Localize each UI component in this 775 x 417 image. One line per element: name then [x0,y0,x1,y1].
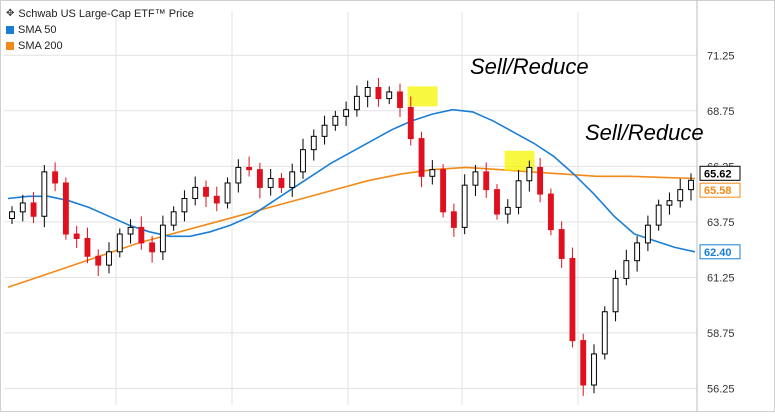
candle-body [192,186,199,200]
candle-body [623,260,630,279]
candle-body [537,166,544,195]
candle-body [688,179,694,191]
candle-body [84,237,91,257]
candle-body [235,166,242,184]
crosshair-icon: ✥ [6,8,15,19]
candle-body [386,91,393,100]
candle-body [203,186,209,197]
candle-body [149,242,156,253]
price-last-badge-text: 65.62 [704,168,732,180]
candle-body [181,198,188,213]
candle-body [300,149,306,173]
y-tick-label: 58.75 [707,328,735,340]
candle-body [30,202,37,217]
candle-body [397,91,403,108]
candle-body [52,171,59,184]
candle-body [256,169,263,188]
candle-body [224,182,231,204]
candle-body [634,242,641,262]
highlight-marker [407,86,438,107]
highlight-marker [504,150,535,171]
candle-body [19,202,26,213]
annotation-sell-reduce: Sell/Reduce [585,120,704,145]
candle-body [591,353,597,386]
candle-body [310,135,317,151]
sma200-last-badge [699,182,741,198]
candle-body [429,169,436,177]
chart-title-row: ✥ Schwab US Large-Cap ETF™ Price [6,6,194,22]
candle-body [450,211,457,228]
candle-body [483,171,490,191]
candle-body [407,106,414,140]
candle-body [9,211,15,219]
y-tick-label: 71.25 [707,50,735,62]
candle-body [655,204,662,226]
candle-body [213,195,220,204]
candle-body [138,226,145,244]
legend-item-sma50: SMA 50 [6,22,194,38]
candle-body [472,171,479,186]
candle-body [461,184,468,228]
sma50-last-badge [699,244,741,260]
candle-body [504,206,511,215]
y-tick-label: 61.25 [707,272,735,284]
candle-body [95,255,102,266]
candle-body [159,224,166,253]
candle-body [170,211,177,226]
candle-body [440,169,447,213]
candle-body [364,86,371,97]
sma50-swatch [6,26,14,34]
candle-body [267,178,274,188]
y-tick-label: 56.25 [707,383,735,395]
sma200-last-badge-text: 65.58 [704,185,732,197]
candle-body [666,200,673,206]
candle-body [116,233,123,253]
candle-body [558,229,565,259]
candle-body [62,182,69,235]
sma50-line [7,108,696,253]
candle-body [106,251,112,266]
legend-label-sma50: SMA 50 [18,24,57,36]
candle-body [375,86,382,100]
candle-body [612,277,619,313]
candle-body [547,193,554,231]
legend-item-sma200: SMA 200 [6,38,194,54]
candle-body [644,224,651,244]
candle-body [278,178,285,188]
candle-body [289,171,296,188]
candle-body [569,257,576,342]
y-tick-label: 63.75 [707,217,735,229]
candle-body [601,311,608,355]
candle-body [418,138,425,177]
candle-body [246,166,253,171]
candle-body [332,115,339,126]
candle-body [580,340,587,386]
sma50-last-badge-text: 62.40 [704,247,732,259]
candle-body [41,171,48,217]
sma200-swatch [6,42,14,50]
sma200-line [7,166,696,289]
chart-legend: ✥ Schwab US Large-Cap ETF™ Price SMA 50 … [6,6,194,54]
y-tick-label: 68.75 [707,106,735,118]
candle-body [73,233,80,239]
candle-body [353,95,360,111]
candle-body [494,189,500,215]
price-last-badge [699,165,741,181]
chart-title: Schwab US Large-Cap ETF™ Price [18,8,194,20]
candle-body [127,226,134,235]
candle-body [515,180,522,208]
candle-body [677,189,684,202]
candle-body [321,124,328,137]
annotation-sell-reduce: Sell/Reduce [470,54,589,79]
candle-body [526,166,533,182]
legend-label-sma200: SMA 200 [18,40,63,52]
candle-body [343,109,350,117]
